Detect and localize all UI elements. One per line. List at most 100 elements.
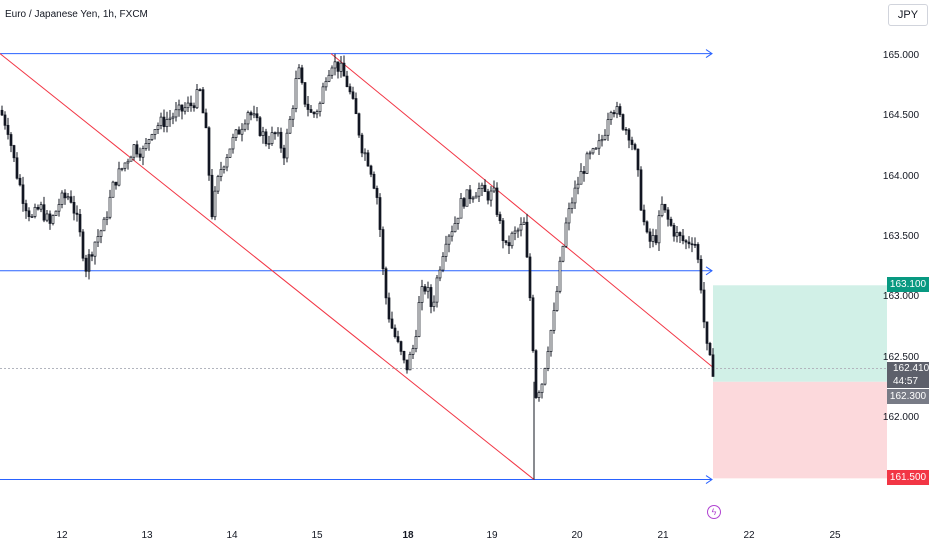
candle-body [129,156,133,162]
candle-body [333,61,337,69]
candle-body [306,103,310,110]
candle-body [498,214,502,221]
horizontal-line-arrow-0 [705,49,713,59]
candle-body [432,301,436,307]
candle-body [531,297,535,352]
candle-body [366,152,370,167]
date-tick-label: 21 [657,530,669,541]
candle-body [495,187,499,215]
candle-body [294,78,298,109]
candle-body [177,104,181,111]
candle-body [141,148,145,158]
price-tick-label: 163.500 [882,231,920,242]
candle-body [297,67,301,79]
candle-body [648,231,652,242]
candle-body [36,206,40,210]
candle-body [624,128,628,131]
candle-body [471,197,475,200]
candle-body [621,114,625,130]
candle-body [537,392,541,398]
candle-body [435,277,439,303]
candle-body [60,192,64,205]
candle-body [102,218,106,232]
candle-body [672,225,676,237]
candle-body [489,190,493,201]
candle-body [12,145,16,159]
candle-body [165,119,169,128]
candle-body [219,169,223,177]
candle-body [144,143,148,149]
candle-body [555,290,559,311]
current-price-value: 162.410 [893,362,930,374]
candle-body [3,114,7,126]
candle-body [696,244,700,260]
candle-body [300,67,304,83]
candle-body [708,343,712,356]
symbol-title: Euro / Japanese Yen, 1h, FXCM [5,9,148,20]
stop-price-tag: 161.500 [887,470,929,486]
candle-body [267,143,271,145]
candle-body [231,137,235,150]
candle-body [327,74,331,82]
candle-body [303,82,307,105]
candle-body [90,254,94,257]
candle-body [75,212,79,215]
candle-body [567,208,571,224]
candle-body [462,198,466,207]
candle-body [171,116,175,119]
candle-body [153,129,157,135]
candle-body [162,116,166,128]
candle-body [540,383,544,394]
price-tick-label: 165.000 [882,50,920,61]
candle-body [81,231,85,259]
candle-body [105,216,109,220]
current-price-tag: 162.410 44:57 [887,361,930,388]
candle-body [387,297,391,320]
candle-body [402,351,406,361]
candle-body [339,62,343,72]
candle-body [552,310,556,331]
candle-body [534,350,538,398]
candle-body [375,187,379,198]
candle-body [465,189,469,207]
candle-body [705,321,709,344]
candle-body [336,61,340,72]
candle-body [678,232,682,237]
candle-body [486,191,490,201]
candle-body [54,210,58,216]
channel-line-upper [330,53,714,368]
candle-body [186,102,190,109]
candle-body [609,112,613,120]
candle-body [18,177,22,186]
candle-body [675,232,679,237]
date-tick-label: 15 [311,530,323,541]
candle-body [108,196,112,218]
candle-body [84,257,88,272]
candle-body [684,240,688,243]
price-tick-label: 162.000 [882,412,920,423]
candle-body [126,160,130,164]
candle-body [225,157,229,168]
candle-body [30,216,34,218]
candle-body [642,209,646,223]
candle-body [699,259,703,291]
candle-body [570,202,574,210]
candle-body [408,354,412,371]
candle-body [117,168,121,186]
candle-body [711,354,715,377]
currency-button[interactable]: JPY [888,4,928,26]
candle-body [612,112,616,115]
candle-body [606,119,610,136]
date-tick-label: 19 [486,530,498,541]
candle-body [507,242,511,247]
candle-body [690,243,694,246]
candle-body [579,171,583,185]
candle-body [360,134,364,154]
candle-body [651,235,655,242]
candle-body [354,98,358,115]
candle-body [324,80,328,88]
candle-body [315,111,319,115]
lightning-icon[interactable]: ϟ [707,505,721,519]
candle-body [249,112,253,116]
